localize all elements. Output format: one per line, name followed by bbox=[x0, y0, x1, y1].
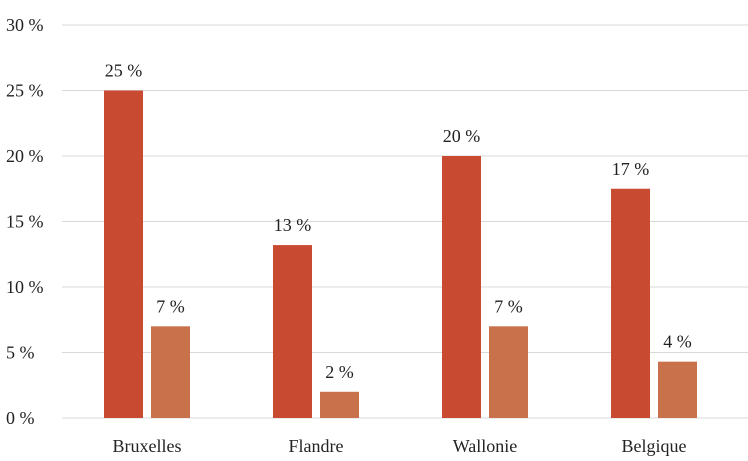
bar-series2-belgique bbox=[658, 361, 697, 418]
y-tick-label: 30 % bbox=[6, 15, 44, 35]
bar-series1-bruxelles bbox=[104, 90, 143, 418]
bar-series2-wallonie bbox=[489, 326, 528, 418]
bar-series2-bruxelles bbox=[151, 326, 190, 418]
y-tick-label: 20 % bbox=[6, 146, 44, 166]
data-label: 7 % bbox=[156, 296, 185, 316]
data-label: 4 % bbox=[663, 332, 692, 352]
bar-series2-flandre bbox=[320, 391, 359, 418]
data-label: 13 % bbox=[274, 215, 312, 235]
y-axis-ticks: 0 % 5 % 10 % 15 % 20 % 25 % 30 % bbox=[6, 15, 44, 428]
bar-series1-flandre bbox=[273, 245, 312, 418]
data-label: 25 % bbox=[105, 61, 143, 81]
x-tick-label: Belgique bbox=[622, 436, 687, 456]
x-axis-ticks: Bruxelles Flandre Wallonie Belgique bbox=[113, 436, 687, 456]
bar-series1-belgique bbox=[611, 188, 650, 418]
y-tick-label: 15 % bbox=[6, 212, 44, 232]
data-label: 7 % bbox=[494, 296, 523, 316]
bar-series1-wallonie bbox=[442, 156, 481, 418]
x-tick-label: Bruxelles bbox=[113, 436, 182, 456]
x-tick-label: Wallonie bbox=[453, 436, 518, 456]
y-tick-label: 5 % bbox=[6, 343, 35, 363]
data-label: 17 % bbox=[612, 159, 650, 179]
data-label: 2 % bbox=[325, 362, 354, 382]
x-tick-label: Flandre bbox=[289, 436, 344, 456]
bars bbox=[104, 90, 697, 418]
y-tick-label: 10 % bbox=[6, 277, 44, 297]
data-label: 20 % bbox=[443, 126, 481, 146]
y-tick-label: 25 % bbox=[6, 81, 44, 101]
y-tick-label: 0 % bbox=[6, 408, 35, 428]
data-labels: 25 % 13 % 20 % 17 % 7 % 2 % 7 % 4 % bbox=[105, 61, 692, 382]
